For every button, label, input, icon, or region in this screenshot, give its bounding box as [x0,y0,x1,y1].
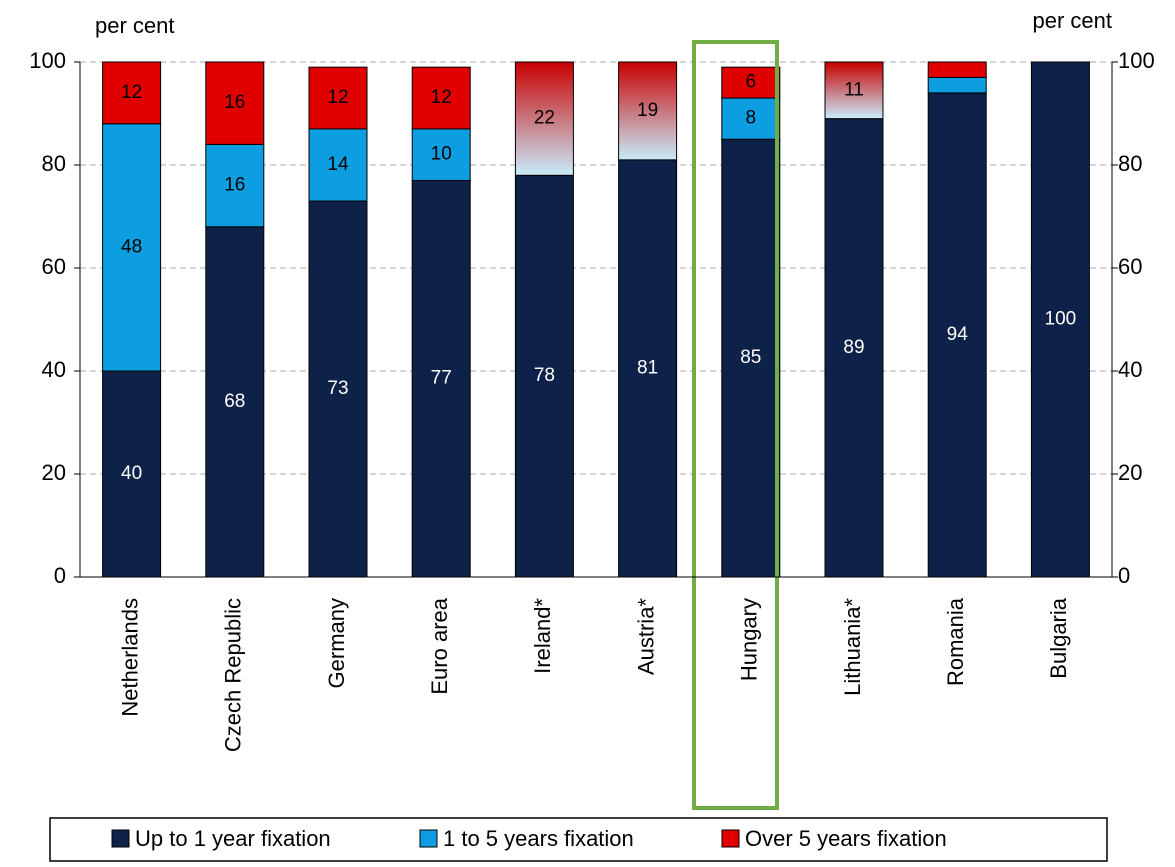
data-label: 48 [121,236,142,257]
x-tick-label: Euro area [427,597,452,694]
x-tick-label: Lithuania* [840,598,865,696]
x-tick-label: Germany [324,598,349,688]
highlight-box [692,40,779,810]
y2-tick-label: 60 [1118,254,1142,279]
bar-segment [927,61,987,78]
data-label: 77 [431,368,452,389]
bar-segment [1030,61,1090,578]
data-label: 89 [843,337,864,358]
bar-segment [927,76,987,94]
bar-segment [514,174,574,578]
data-label: 85 [740,347,761,368]
bar-segment [411,128,471,181]
data-label: 40 [121,463,142,484]
y-tick-label: 20 [42,460,66,485]
data-label: 6 [746,72,757,93]
legend-label: Up to 1 year fixation [135,826,331,851]
data-label: 68 [224,391,245,412]
data-label: 14 [327,154,349,175]
legend-label: 1 to 5 years fixation [443,826,634,851]
bar-segment [205,61,265,145]
data-label: 78 [534,365,555,386]
bar-segment [824,118,884,578]
bar-segment [927,92,987,578]
bar-segment [102,61,162,125]
y-tick-label: 60 [42,254,66,279]
x-tick-label: Romania [943,597,968,686]
data-label: 16 [224,175,245,196]
legend-swatch [419,829,438,848]
y2-tick-label: 100 [1118,48,1155,73]
bar-segment [721,97,781,140]
y-tick-label: 100 [29,48,66,73]
x-tick-label: Ireland* [530,598,555,674]
legend-label: Over 5 years fixation [745,826,947,851]
y-axis-label: per cent [95,13,175,38]
x-tick-label: Hungary [737,598,762,681]
legend-swatch [721,829,740,848]
x-tick-label: Czech Republic [221,598,246,752]
data-label: 19 [637,100,658,121]
bar-segment [514,61,574,176]
y-tick-label: 80 [42,151,66,176]
y2-tick-label: 20 [1118,460,1142,485]
data-label: 16 [224,92,245,113]
legend-box [49,817,1108,862]
y2-tick-label: 0 [1118,563,1130,588]
bar-segment [411,66,471,130]
bar-segment [721,66,781,99]
data-label: 12 [121,82,142,103]
bar-segment [618,61,678,161]
bar-segment [308,128,368,202]
bar-segment [721,138,781,578]
y-tick-label: 0 [54,563,66,588]
data-label: 73 [327,378,348,399]
x-tick-label: Netherlands [117,598,142,717]
bar-segment [308,66,368,130]
y2-axis-label: per cent [1033,8,1113,33]
data-label: 8 [746,108,757,129]
data-label: 22 [534,108,555,129]
legend-swatch [111,829,130,848]
data-label: 81 [637,357,658,378]
bar-segment [824,61,884,120]
data-label: 12 [431,87,452,108]
bar-segment [411,179,471,578]
data-label: 11 [844,79,864,100]
x-tick-label: Bulgaria [1046,597,1071,678]
data-label: 10 [431,144,452,165]
y2-tick-label: 80 [1118,151,1142,176]
y-tick-label: 40 [42,357,66,382]
bar-segment [618,159,678,578]
data-label: 100 [1045,309,1077,330]
data-label: 12 [327,87,348,108]
x-tick-label: Austria* [633,598,658,675]
data-label: 94 [947,324,969,345]
bar-segment [308,200,368,578]
y2-tick-label: 40 [1118,357,1142,382]
